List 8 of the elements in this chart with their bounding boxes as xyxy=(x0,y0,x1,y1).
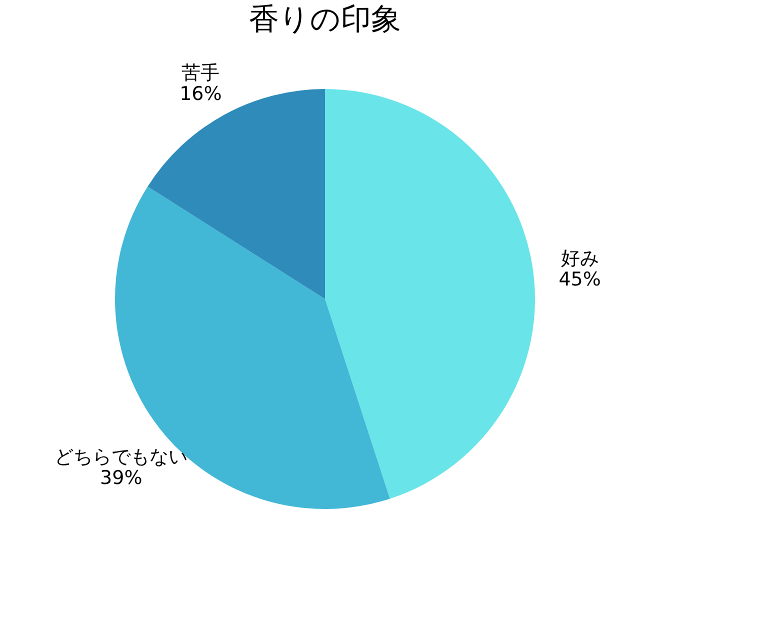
pie-slice xyxy=(325,89,535,499)
slice-label: どちらでもない xyxy=(54,446,188,468)
chart-title: 香りの印象 xyxy=(249,2,401,37)
data-label: 16% xyxy=(180,82,222,105)
data-label: 39% xyxy=(100,467,142,490)
slice-label: 好み xyxy=(560,248,599,270)
data-label: 45% xyxy=(558,268,601,291)
slice-label: 苦手 xyxy=(182,62,220,84)
